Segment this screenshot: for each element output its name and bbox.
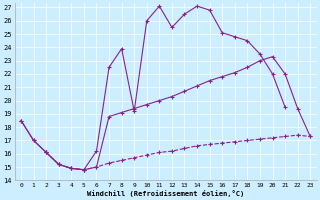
X-axis label: Windchill (Refroidissement éolien,°C): Windchill (Refroidissement éolien,°C)	[87, 190, 244, 197]
